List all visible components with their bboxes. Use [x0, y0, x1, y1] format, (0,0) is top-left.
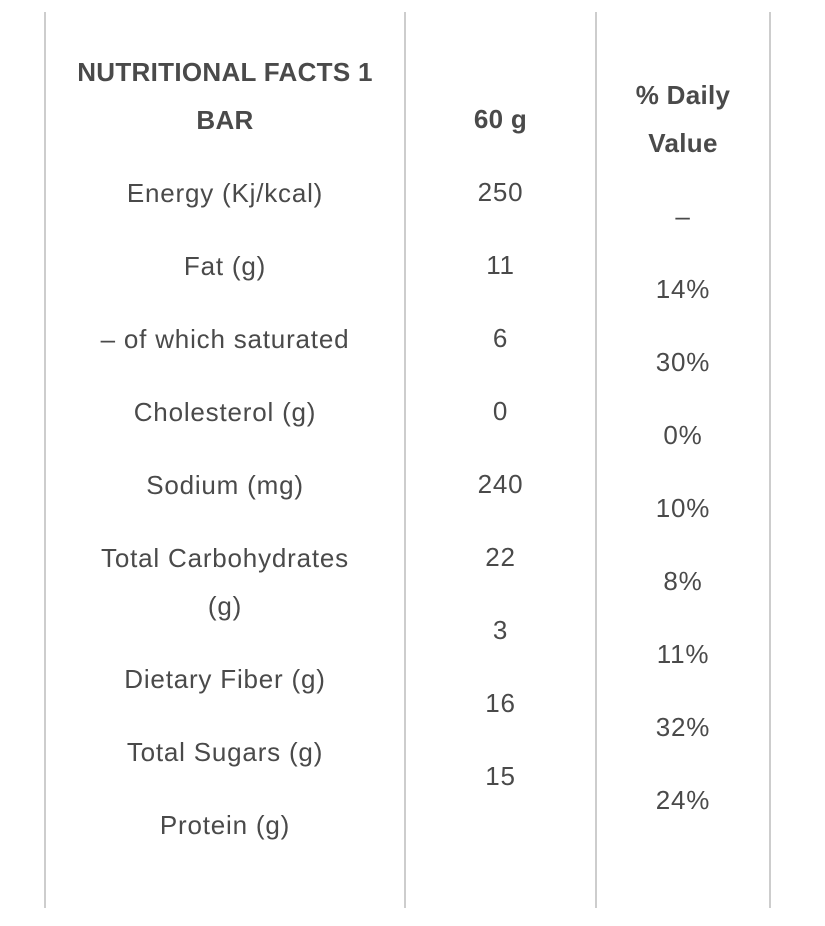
row-label-saturated: – of which saturated — [100, 324, 350, 354]
table-border-right — [769, 12, 771, 908]
row-amount-sodium: 240 — [477, 469, 524, 499]
row-dv-saturated: 30% — [655, 347, 711, 377]
row-amount-carbohydrates: 22 — [485, 542, 516, 572]
column-header-amount: 60 g — [473, 104, 528, 134]
column-header-nutrient: NUTRITIONAL FACTS 1 BAR — [77, 57, 373, 135]
row-dv-fat: 14% — [655, 274, 711, 304]
row-dv-carbohydrates: 8% — [663, 566, 703, 596]
row-label-cholesterol: Cholesterol (g) — [133, 397, 317, 427]
row-amount-cholesterol: 0 — [492, 396, 509, 426]
row-label-sodium: Sodium (mg) — [146, 470, 304, 500]
row-label-protein: Protein (g) — [159, 810, 291, 840]
row-amount-fiber: 3 — [492, 615, 509, 645]
amount-column: 60 g 250 11 6 0 240 22 3 16 15 — [406, 0, 595, 800]
row-label-fat: Fat (g) — [183, 251, 267, 281]
row-amount-energy: 250 — [477, 177, 524, 207]
row-amount-sugars: 16 — [485, 688, 516, 718]
row-amount-fat: 11 — [486, 250, 515, 280]
column-header-daily-value: % Daily Value — [635, 80, 731, 158]
row-label-fiber: Dietary Fiber (g) — [124, 664, 326, 694]
row-dv-sodium: 10% — [655, 493, 711, 523]
row-amount-protein: 15 — [485, 761, 516, 791]
table-border-left — [44, 12, 46, 908]
row-dv-fiber: 11% — [656, 639, 710, 669]
row-dv-cholesterol: 0% — [663, 420, 703, 450]
row-amount-saturated: 6 — [492, 323, 509, 353]
row-label-sugars: Total Sugars (g) — [126, 737, 324, 767]
row-label-energy: Energy (Kj/kcal) — [126, 178, 324, 208]
column-divider-1 — [404, 12, 406, 908]
nutrient-name-column: NUTRITIONAL FACTS 1 BAR Energy (Kj/kcal)… — [46, 0, 404, 849]
column-divider-2 — [595, 12, 597, 908]
row-dv-energy: – — [675, 201, 691, 231]
row-label-carbohydrates: Total Carbohydrates (g) — [101, 543, 349, 621]
row-dv-protein: 24% — [655, 785, 711, 815]
daily-value-column: % Daily Value – 14% 30% 0% 10% 8% 11% 32… — [597, 0, 769, 824]
row-dv-sugars: 32% — [655, 712, 711, 742]
